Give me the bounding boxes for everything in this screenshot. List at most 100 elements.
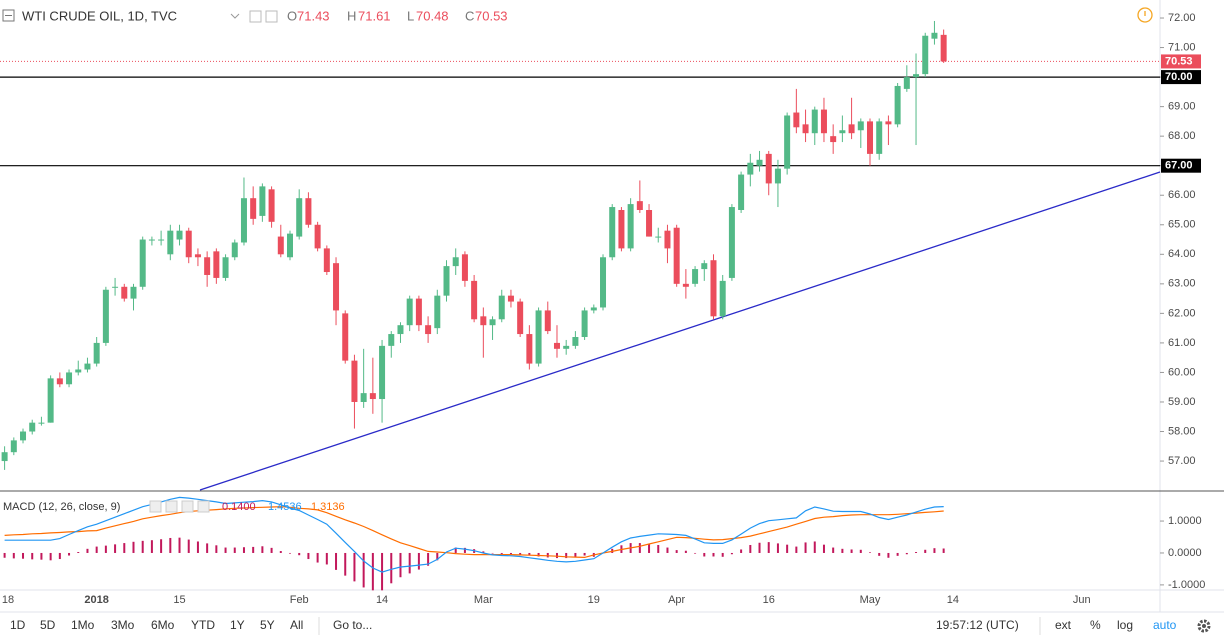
candle-body — [802, 124, 809, 134]
candle-body — [471, 280, 478, 320]
readout-key: H — [347, 8, 356, 23]
histogram-bar — [933, 548, 936, 553]
histogram-bar — [233, 547, 236, 553]
candle-body — [47, 378, 54, 423]
candle-body — [222, 257, 229, 278]
histogram-bar — [519, 552, 522, 555]
histogram-bar — [390, 552, 393, 584]
histogram-bar — [491, 552, 494, 554]
range-button[interactable]: 5D — [40, 618, 56, 632]
range-button[interactable]: 5Y — [260, 618, 275, 632]
histogram-bar — [574, 552, 577, 558]
candle-body — [29, 422, 36, 432]
histogram-bar — [40, 552, 43, 560]
histogram-bar — [417, 552, 420, 570]
histogram-bar — [758, 542, 761, 553]
readout-key: O — [287, 8, 297, 23]
histogram-bar — [509, 552, 512, 555]
candle-body — [314, 224, 321, 249]
indicator-icon[interactable] — [197, 500, 210, 513]
candle-body — [535, 310, 542, 364]
histogram-bar — [408, 552, 411, 574]
settings-gear[interactable] — [1197, 619, 1211, 633]
y-tick-label: 71.00 — [1168, 41, 1196, 53]
candle-body — [176, 230, 183, 240]
candle-body — [784, 115, 791, 169]
histogram-bar — [463, 547, 466, 553]
option-button[interactable]: ext — [1055, 618, 1072, 632]
readout-key: L — [407, 8, 414, 23]
range-button[interactable]: 6Mo — [151, 618, 175, 632]
histogram-bar — [841, 548, 844, 553]
range-button[interactable]: YTD — [191, 618, 215, 632]
histogram-bar — [869, 552, 871, 553]
histogram-bar — [160, 539, 163, 553]
histogram-bar — [436, 552, 439, 561]
range-button[interactable]: 1Y — [230, 618, 245, 632]
candle-body — [553, 342, 560, 349]
histogram-bar — [537, 552, 540, 557]
goto-button[interactable]: Go to... — [333, 618, 372, 632]
histogram-bar — [362, 552, 365, 588]
range-button[interactable]: All — [290, 618, 303, 632]
candle-body — [148, 239, 155, 241]
candle-body — [452, 257, 459, 267]
histogram-bar — [261, 546, 264, 553]
indicator-icon[interactable] — [149, 500, 162, 513]
readout-key: C — [465, 8, 474, 23]
candle-body — [903, 77, 910, 89]
readout-value: 71.61 — [358, 8, 391, 23]
macd-readout: 1.4536 — [268, 501, 302, 513]
candle-body — [360, 393, 367, 402]
indicator-icon[interactable] — [181, 500, 194, 513]
histogram-bar — [206, 543, 209, 553]
y-tick-label: 72.00 — [1168, 12, 1196, 24]
level-label: 70.00 — [1165, 71, 1193, 83]
histogram-bar — [887, 552, 890, 558]
histogram-bar — [298, 552, 301, 556]
candle-body — [793, 112, 800, 128]
candle-body — [388, 334, 395, 346]
candle-body — [774, 168, 781, 184]
dropdown-icon[interactable] — [230, 13, 240, 19]
y-tick-label: 61.00 — [1168, 337, 1196, 349]
candle-body — [351, 360, 358, 402]
histogram-bar — [12, 552, 15, 559]
candle-body — [342, 313, 349, 361]
indicator-icon[interactable] — [165, 500, 178, 513]
x-tick-label: Jun — [1073, 594, 1091, 606]
histogram-bar — [289, 552, 291, 554]
x-tick-label: 2018 — [84, 594, 108, 606]
candle-body — [572, 337, 579, 346]
range-button[interactable]: 1Mo — [71, 618, 95, 632]
candle-body — [287, 233, 293, 258]
histogram-bar — [49, 552, 52, 561]
option-button[interactable]: % — [1090, 618, 1101, 632]
settings-icon[interactable] — [249, 10, 262, 23]
histogram-bar — [132, 541, 135, 553]
candle-body — [627, 204, 634, 249]
alert-icon[interactable] — [1137, 7, 1153, 23]
histogram-bar — [583, 552, 586, 556]
option-button[interactable]: auto — [1153, 618, 1177, 632]
candle-body — [480, 316, 487, 326]
y-tick-label: 68.00 — [1168, 130, 1196, 142]
candle-body — [296, 198, 303, 237]
range-button[interactable]: 1D — [10, 618, 26, 632]
candle-body — [830, 136, 837, 143]
level-tag — [1161, 70, 1201, 85]
histogram-bar — [878, 552, 881, 556]
collapse-icon[interactable] — [2, 9, 15, 22]
range-button[interactable]: 3Mo — [111, 618, 135, 632]
candle-body — [563, 345, 570, 349]
candle-body — [719, 280, 726, 317]
candle-body — [894, 85, 901, 125]
candle-body — [664, 230, 671, 249]
settings-icon[interactable] — [265, 10, 278, 23]
trend-line — [199, 171, 1161, 491]
candle-body — [20, 431, 27, 441]
histogram-bar — [896, 552, 899, 556]
option-button[interactable]: log — [1117, 618, 1133, 632]
candle-body — [369, 393, 376, 400]
candle-body — [747, 162, 754, 175]
